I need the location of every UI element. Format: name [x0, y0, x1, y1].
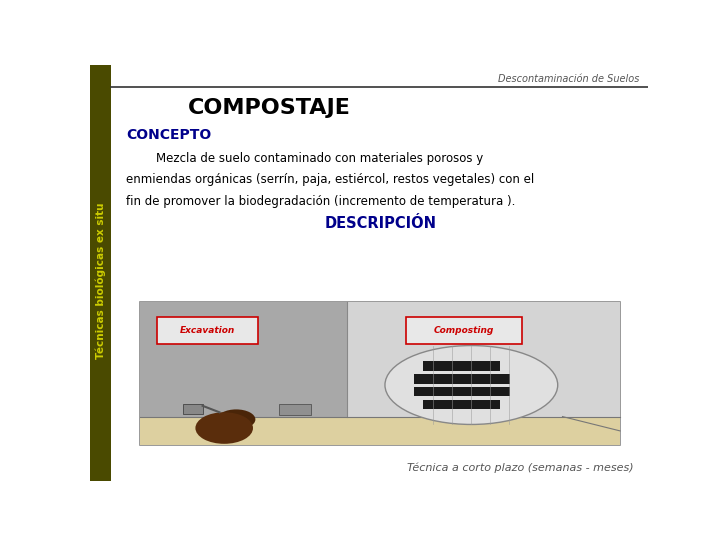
FancyBboxPatch shape	[140, 416, 620, 446]
FancyBboxPatch shape	[346, 302, 620, 416]
Text: enmiendas orgánicas (serrín, paja, estiércol, restos vegetales) con el: enmiendas orgánicas (serrín, paja, estié…	[126, 173, 534, 186]
Text: Composting: Composting	[434, 326, 495, 335]
Text: Técnicas biológicas ex situ: Técnicas biológicas ex situ	[95, 202, 106, 359]
Text: DESCRIPCIÓN: DESCRIPCIÓN	[324, 216, 436, 231]
Ellipse shape	[217, 409, 256, 429]
FancyBboxPatch shape	[414, 374, 510, 383]
FancyBboxPatch shape	[140, 302, 346, 416]
Text: COMPOSTAJE: COMPOSTAJE	[188, 98, 351, 118]
Text: CONCEPTO: CONCEPTO	[126, 127, 212, 141]
FancyBboxPatch shape	[423, 361, 500, 370]
Ellipse shape	[195, 412, 253, 444]
FancyBboxPatch shape	[157, 317, 258, 344]
FancyBboxPatch shape	[279, 404, 310, 415]
FancyBboxPatch shape	[414, 387, 510, 396]
FancyBboxPatch shape	[140, 302, 620, 446]
FancyBboxPatch shape	[406, 317, 522, 344]
Text: Técnica a corto plazo (semanas - meses): Técnica a corto plazo (semanas - meses)	[408, 462, 634, 472]
FancyBboxPatch shape	[184, 404, 202, 414]
Text: fin de promover la biodegradación (incremento de temperatura ).: fin de promover la biodegradación (incre…	[126, 195, 516, 208]
FancyBboxPatch shape	[90, 65, 111, 481]
Text: Mezcla de suelo contaminado con materiales porosos y: Mezcla de suelo contaminado con material…	[126, 152, 484, 165]
Ellipse shape	[385, 346, 558, 424]
Text: Excavation: Excavation	[180, 326, 235, 335]
Text: Descontaminación de Suelos: Descontaminación de Suelos	[498, 73, 639, 84]
FancyBboxPatch shape	[423, 400, 500, 409]
